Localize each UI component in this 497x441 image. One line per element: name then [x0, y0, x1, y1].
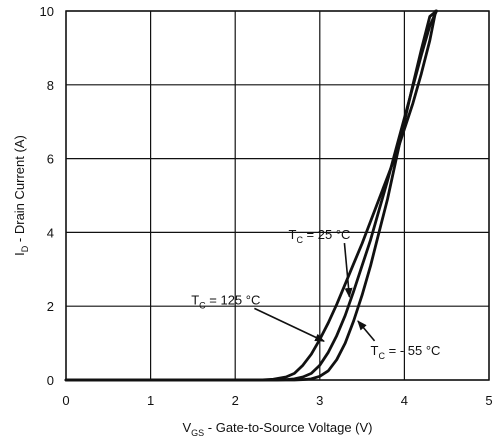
x-tick-label: 1 [147, 393, 154, 408]
annotation-label-1: TC = 125 °C [191, 292, 260, 310]
annotation-arrow-0 [343, 242, 353, 298]
y-tick-label: 8 [47, 78, 54, 93]
y-tick-label: 2 [47, 299, 54, 314]
y-tick-label: 0 [47, 373, 54, 388]
y-tick-label: 10 [40, 4, 54, 19]
x-tick-label: 3 [316, 393, 323, 408]
x-tick-label: 5 [485, 393, 492, 408]
tick-labels: 0 1 2 3 4 5 0 2 4 6 8 10 [40, 4, 493, 408]
annotation-arrow-2 [357, 320, 376, 342]
x-axis-label: VGS - Gate-to-Source Voltage (V) [182, 420, 372, 438]
x-tick-label: 0 [62, 393, 69, 408]
y-tick-label: 6 [47, 152, 54, 167]
annotations: TC = 25 °C TC = 125 °C TC = - 55 °C [191, 227, 440, 361]
y-tick-label: 4 [47, 225, 54, 240]
x-tick-label: 2 [232, 393, 239, 408]
x-tick-label: 4 [401, 393, 408, 408]
annotation-label-0: TC = 25 °C [288, 227, 350, 245]
series-layer [64, 9, 438, 382]
plot-frame [65, 10, 490, 381]
series-line-1 [64, 9, 438, 382]
annotation-label-2: TC = - 55 °C [371, 343, 441, 361]
series-line-2 [64, 9, 438, 382]
y-axis-label: ID - Drain Current (A) [12, 135, 30, 256]
grid-lines [65, 10, 490, 381]
annotation-arrow-1 [254, 307, 325, 342]
